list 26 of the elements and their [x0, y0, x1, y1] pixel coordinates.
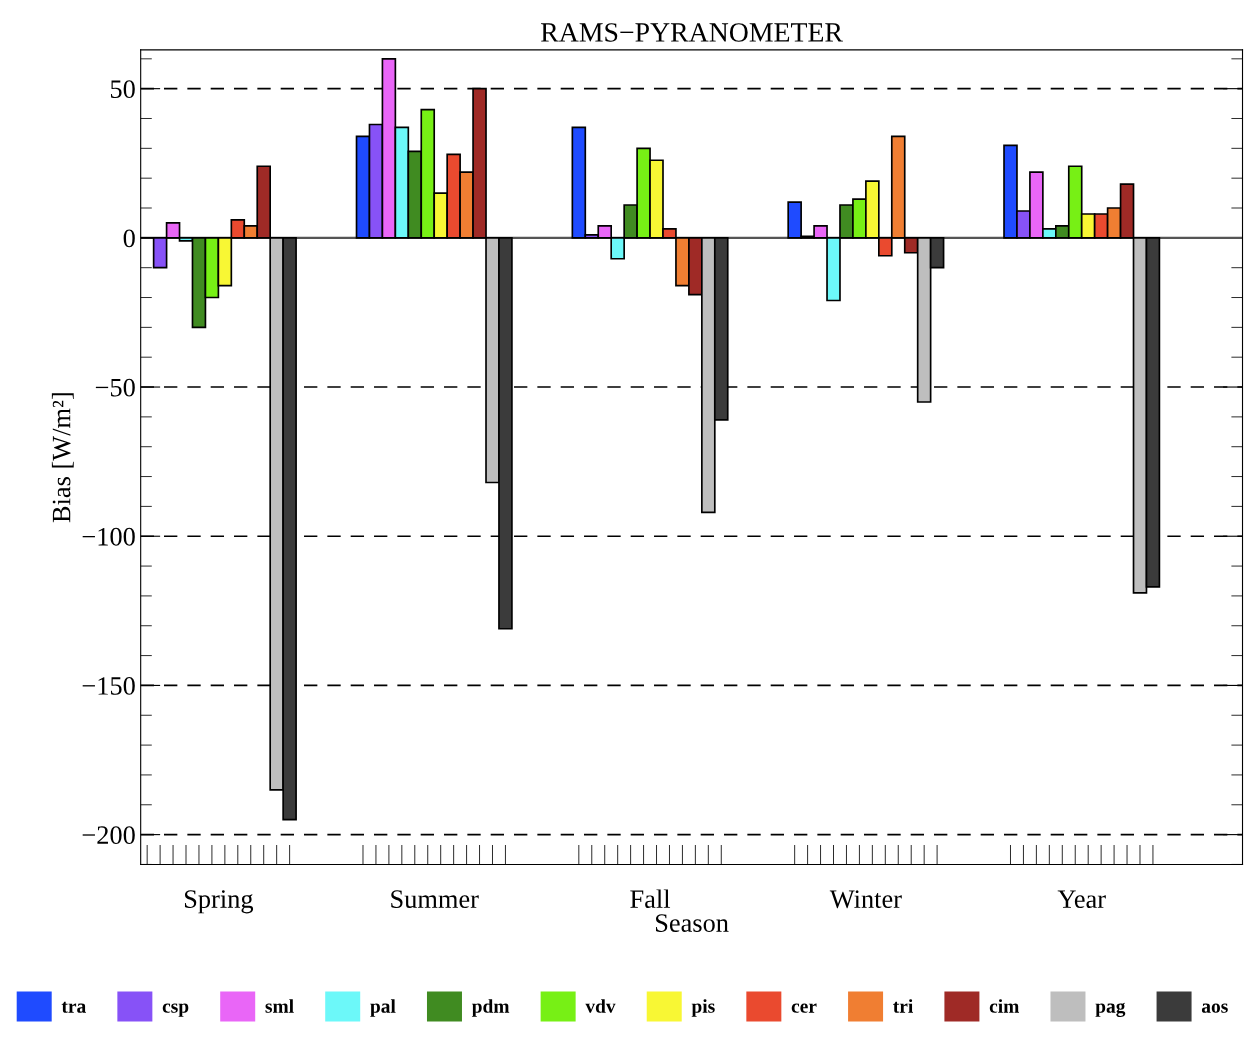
- x-tick-label: Summer: [391, 890, 479, 909]
- legend-label: pis: [691, 999, 715, 1017]
- legend-label: pdm: [471, 999, 510, 1017]
- legend-label: csp: [162, 1003, 189, 1017]
- legend-label: tra: [61, 1001, 86, 1013]
- legend-label: pal: [370, 999, 396, 1017]
- y-tick-label: 50: [110, 80, 135, 99]
- x-tick-label: Spring: [184, 890, 254, 914]
- y-axis-title: Bias [W/m²]: [51, 393, 74, 523]
- legend-label: cer: [791, 1003, 817, 1013]
- y-tick-label: −100: [82, 527, 135, 546]
- x-tick-label: Year: [1057, 890, 1106, 909]
- legend-label: pag: [1095, 1002, 1126, 1017]
- y-tick-label: 0: [123, 229, 135, 248]
- chart-title: RAMS−PYRANOMETER: [541, 23, 843, 42]
- x-tick-label: Winter: [829, 890, 902, 909]
- y-tick-label: −200: [82, 826, 135, 845]
- legend-label: aos: [1201, 1003, 1228, 1013]
- legend-label: tri: [893, 999, 914, 1013]
- y-tick-label: −150: [82, 677, 135, 695]
- y-tick-label: −50: [95, 378, 135, 397]
- x-tick-label: Fall: [630, 889, 671, 909]
- x-axis-title: Season: [655, 914, 729, 932]
- legend-label: cim: [989, 999, 1020, 1013]
- legend-label: vdv: [585, 999, 616, 1013]
- legend-label: sml: [265, 999, 294, 1013]
